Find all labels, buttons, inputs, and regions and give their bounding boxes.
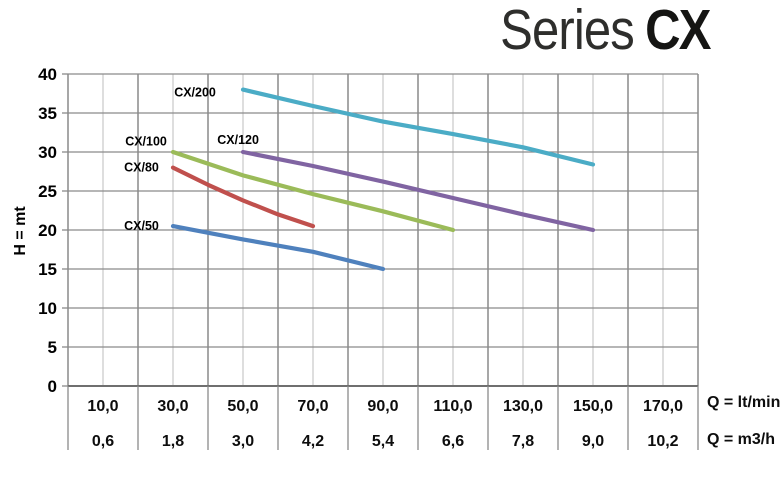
y-tick-label: 0: [48, 377, 57, 396]
x-tick-label-m3h: 3,0: [232, 433, 254, 450]
x-tick-label-ltmin: 150,0: [573, 398, 613, 415]
x-tick-label-ltmin: 30,0: [157, 398, 188, 415]
y-tick-label: 40: [38, 65, 57, 84]
y-tick-label: 15: [38, 260, 57, 279]
x-tick-label-m3h: 0,6: [92, 433, 114, 450]
x-tick-label-ltmin: 90,0: [367, 398, 398, 415]
y-tick-label: 5: [48, 338, 57, 357]
series-cx-120-curve: [240, 149, 596, 233]
x-tick-label-m3h: 4,2: [302, 433, 324, 450]
x-tick-label-m3h: 9,0: [582, 433, 604, 450]
series-cx-100-curve: [170, 149, 456, 233]
series-cx-100-label: CX/100: [125, 135, 167, 149]
series-cx-80-label: CX/80: [124, 160, 159, 174]
x-tick-label-ltmin: 50,0: [227, 398, 258, 415]
series-cx-50-label: CX/50: [124, 219, 159, 233]
series-cx-200-label: CX/200: [174, 85, 216, 99]
series-cx-50-curve: [170, 224, 386, 272]
x-axis-unit-m3h: Q = m3/h: [707, 431, 776, 448]
x-tick-label-ltmin: 170,0: [643, 398, 683, 415]
series-cx-80-curve: [170, 165, 316, 229]
x-tick-label-ltmin: 130,0: [503, 398, 543, 415]
x-tick-label-m3h: 1,8: [162, 433, 184, 450]
x-tick-label-m3h: 6,6: [442, 433, 464, 450]
x-axis-unit-ltmin: Q = lt/min: [707, 394, 781, 411]
y-tick-label: 20: [38, 221, 57, 240]
x-tick-label-m3h: 7,8: [512, 433, 534, 450]
x-tick-label-m3h: 10,2: [647, 433, 678, 450]
y-tick-label: 30: [38, 143, 57, 162]
page-title-series-word: Series: [500, 0, 635, 62]
page-title: Series CX: [500, 0, 711, 62]
x-tick-label-ltmin: 10,0: [87, 398, 118, 415]
x-tick-label-ltmin: 110,0: [433, 398, 472, 415]
y-tick-label: 10: [38, 299, 57, 318]
x-tick-label-ltmin: 70,0: [297, 398, 328, 415]
y-tick-label: 25: [38, 182, 57, 201]
page-title-cx-word: CX: [645, 0, 711, 62]
series-cx-120-label: CX/120: [217, 133, 259, 147]
y-tick-label: 35: [38, 104, 57, 123]
x-tick-label-m3h: 5,4: [372, 433, 394, 450]
series-cx-200-curve: [240, 87, 596, 167]
